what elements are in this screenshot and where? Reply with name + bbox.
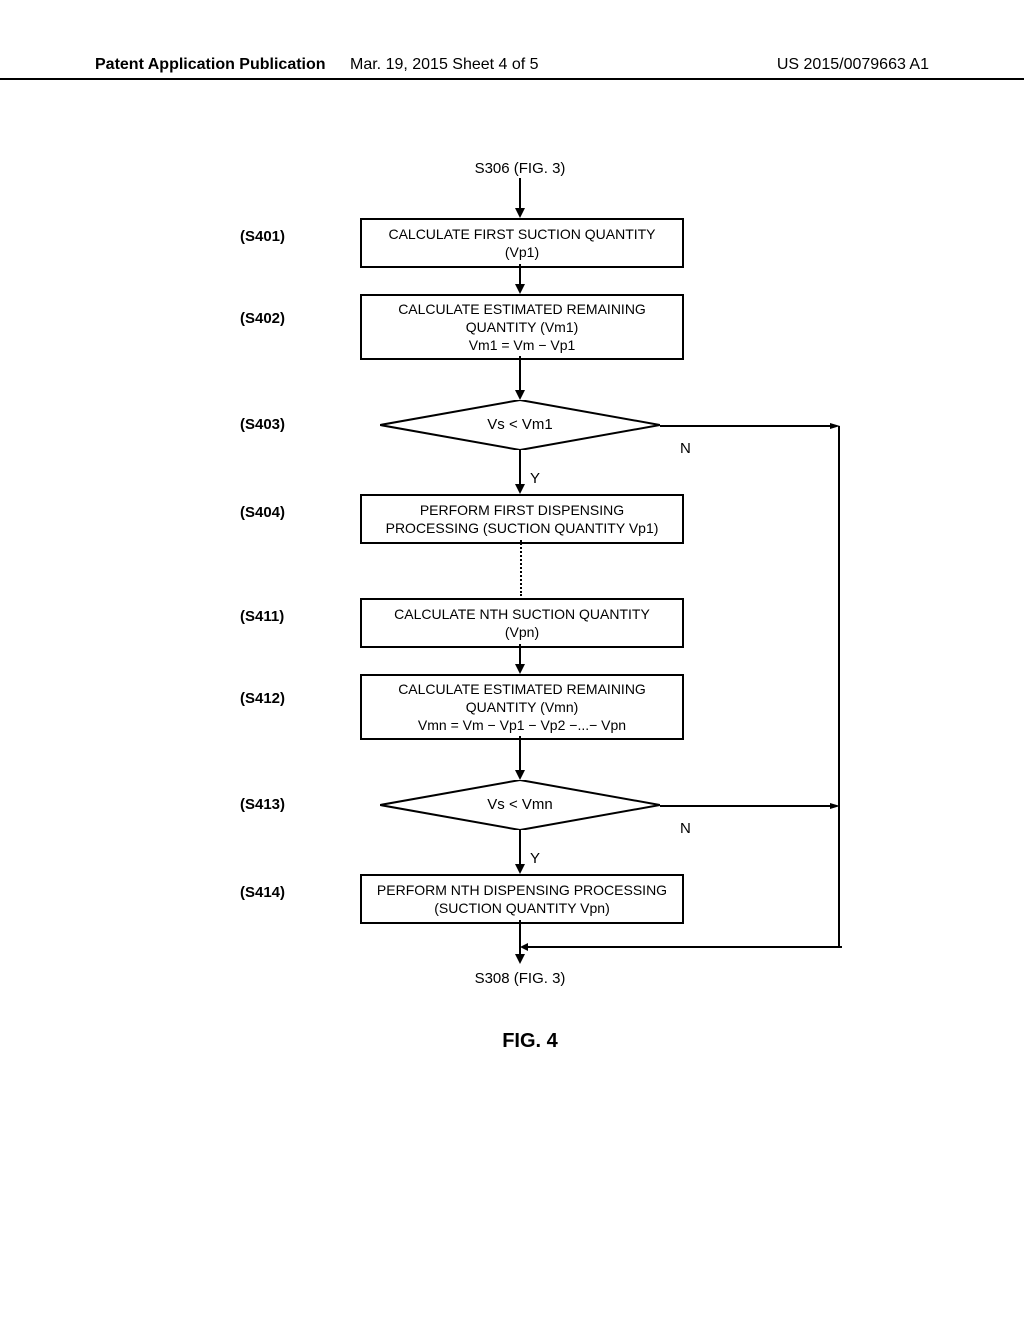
box-s414: PERFORM NTH DISPENSING PROCESSING (SUCTI…	[360, 874, 684, 924]
s411-line2: (Vpn)	[362, 623, 682, 641]
box-s411: CALCULATE NTH SUCTION QUANTITY (Vpn)	[360, 598, 684, 648]
label-s402: (S402)	[240, 310, 285, 327]
entry-ref: S306 (FIG. 3)	[360, 160, 680, 177]
s412-line3: Vmn = Vm − Vp1 − Vp2 −...− Vpn	[362, 716, 682, 734]
label-s413: (S413)	[240, 796, 285, 813]
box-s402: CALCULATE ESTIMATED REMAINING QUANTITY (…	[360, 294, 684, 360]
right-rail-merge	[520, 943, 842, 951]
s414-line1: PERFORM NTH DISPENSING PROCESSING	[362, 881, 682, 899]
label-s411: (S411)	[240, 608, 284, 625]
s402-line2: QUANTITY (Vm1)	[362, 318, 682, 336]
s401-line1: CALCULATE FIRST SUCTION QUANTITY	[362, 225, 682, 243]
s413-cond: Vs < Vmn	[380, 796, 660, 813]
label-s401: (S401)	[240, 228, 285, 245]
s413-no: N	[680, 820, 691, 837]
s403-no: N	[680, 440, 691, 457]
arrow-s402-s403	[515, 356, 525, 400]
s402-line3: Vm1 = Vm − Vp1	[362, 336, 682, 354]
flowchart: S306 (FIG. 3) (S401) CALCULATE FIRST SUC…	[200, 160, 840, 1160]
arrow-s403-y	[515, 450, 525, 494]
label-s414: (S414)	[240, 884, 285, 901]
exit-ref: S308 (FIG. 3)	[360, 970, 680, 987]
label-s403: (S403)	[240, 416, 285, 433]
s402-line1: CALCULATE ESTIMATED REMAINING	[362, 300, 682, 318]
box-s401: CALCULATE FIRST SUCTION QUANTITY (Vp1)	[360, 218, 684, 268]
header-pub: Patent Application Publication	[95, 56, 326, 74]
arrow-s413-n	[660, 803, 840, 809]
arrow-s401-s402	[515, 264, 525, 294]
s401-line2: (Vp1)	[362, 243, 682, 261]
header-docnum: US 2015/0079663 A1	[777, 56, 929, 74]
s404-line1: PERFORM FIRST DISPENSING	[362, 501, 682, 519]
right-rail	[836, 426, 842, 946]
diamond-s413: Vs < Vmn	[380, 780, 660, 830]
arrow-exit	[515, 920, 525, 964]
figure-caption: FIG. 4	[480, 1030, 580, 1053]
diamond-s403: Vs < Vm1	[380, 400, 660, 450]
s411-line1: CALCULATE NTH SUCTION QUANTITY	[362, 605, 682, 623]
arrow-s403-n	[660, 423, 840, 429]
page-header: Patent Application Publication Mar. 19, …	[0, 78, 1024, 110]
s414-line2: (SUCTION QUANTITY Vpn)	[362, 899, 682, 917]
s412-line2: QUANTITY (Vmn)	[362, 698, 682, 716]
s412-line1: CALCULATE ESTIMATED REMAINING	[362, 680, 682, 698]
header-sheet: Mar. 19, 2015 Sheet 4 of 5	[350, 56, 539, 74]
s413-yes: Y	[530, 850, 540, 867]
s404-line2: PROCESSING (SUCTION QUANTITY Vp1)	[362, 519, 682, 537]
s403-cond: Vs < Vm1	[380, 416, 660, 433]
label-s404: (S404)	[240, 504, 285, 521]
box-s404: PERFORM FIRST DISPENSING PROCESSING (SUC…	[360, 494, 684, 544]
label-s412: (S412)	[240, 690, 285, 707]
arrow-s413-y	[515, 830, 525, 874]
s403-yes: Y	[530, 470, 540, 487]
arrow-entry	[515, 178, 525, 218]
box-s412: CALCULATE ESTIMATED REMAINING QUANTITY (…	[360, 674, 684, 740]
arrow-s411-s412	[515, 644, 525, 674]
dotted-arrow	[520, 540, 522, 596]
arrow-s412-s413	[515, 736, 525, 780]
